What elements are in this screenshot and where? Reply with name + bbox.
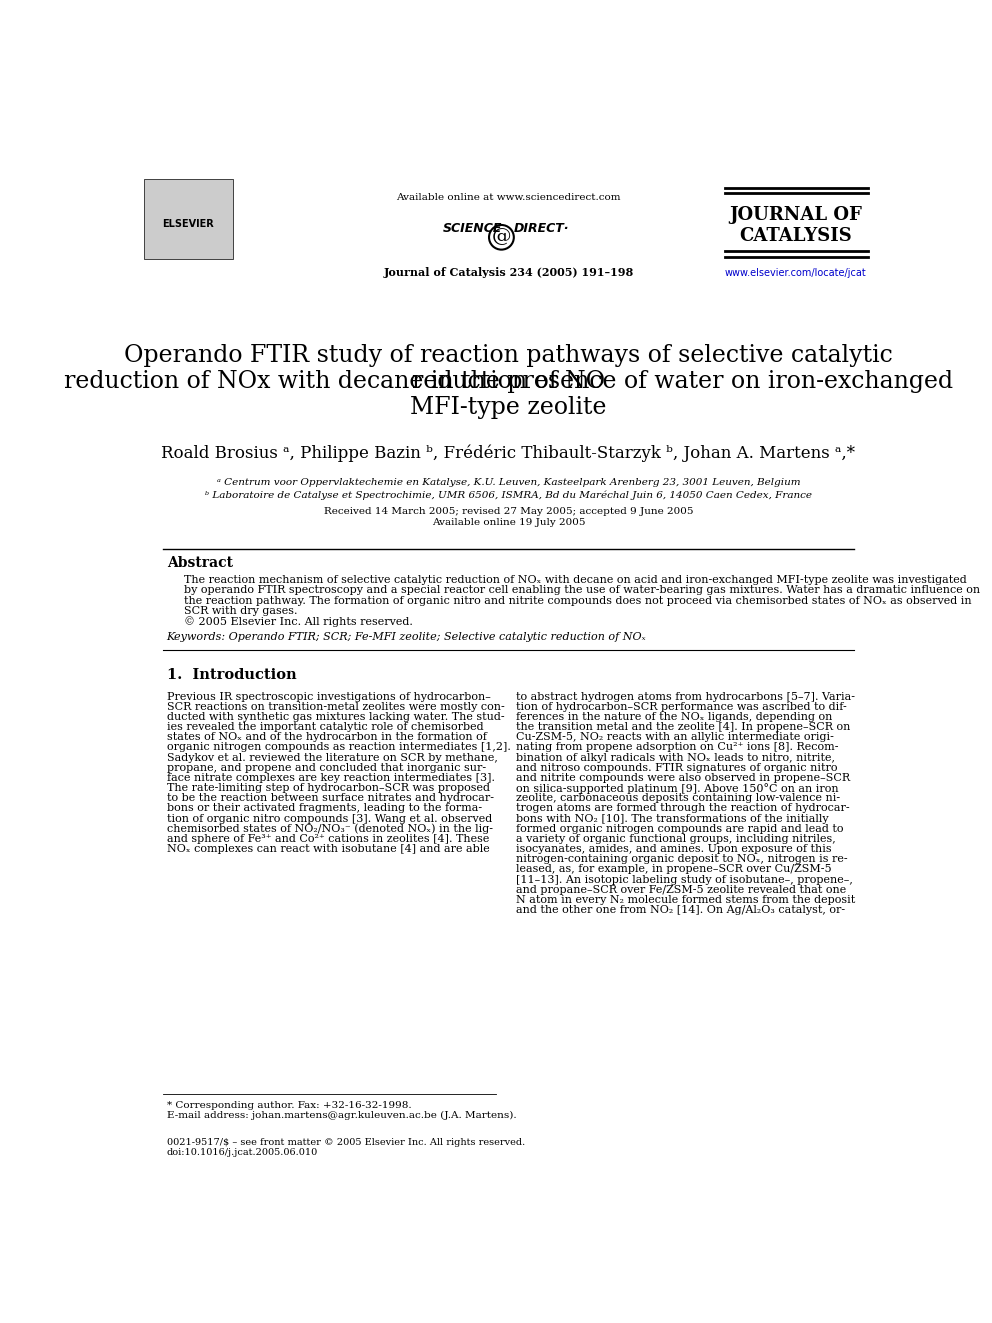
Text: E-mail address: johan.martens@agr.kuleuven.ac.be (J.A. Martens).: E-mail address: johan.martens@agr.kuleuv… xyxy=(167,1110,516,1119)
Text: nating from propene adsorption on Cu²⁺ ions [8]. Recom-: nating from propene adsorption on Cu²⁺ i… xyxy=(516,742,838,753)
Text: The rate-limiting step of hydrocarbon–SCR was proposed: The rate-limiting step of hydrocarbon–SC… xyxy=(167,783,490,792)
Text: SCIENCE: SCIENCE xyxy=(443,221,502,234)
Text: and sphere of Fe³⁺ and Co²⁺ cations in zeolites [4]. These: and sphere of Fe³⁺ and Co²⁺ cations in z… xyxy=(167,833,489,844)
Text: reduction of NOx with decane in the presence of water on iron-exchanged: reduction of NOx with decane in the pres… xyxy=(63,370,953,393)
Text: and nitrite compounds were also observed in propene–SCR: and nitrite compounds were also observed… xyxy=(516,773,850,783)
Text: ᵃ Centrum voor Oppervlaktechemie en Katalyse, K.U. Leuven, Kasteelpark Arenberg : ᵃ Centrum voor Oppervlaktechemie en Kata… xyxy=(216,478,801,487)
Text: trogen atoms are formed through the reaction of hydrocar-: trogen atoms are formed through the reac… xyxy=(516,803,850,814)
Text: nitrogen-containing organic deposit to NOₓ, nitrogen is re-: nitrogen-containing organic deposit to N… xyxy=(516,855,848,864)
Text: a variety of organic functional groups, including nitriles,: a variety of organic functional groups, … xyxy=(516,833,836,844)
Text: 1.  Introduction: 1. Introduction xyxy=(167,668,297,683)
Text: and nitroso compounds. FTIR signatures of organic nitro: and nitroso compounds. FTIR signatures o… xyxy=(516,763,837,773)
Text: the transition metal and the zeolite [4]. In propene–SCR on: the transition metal and the zeolite [4]… xyxy=(516,722,850,732)
Text: MFI-type zeolite: MFI-type zeolite xyxy=(410,396,607,419)
Text: DIRECT·: DIRECT· xyxy=(514,221,569,234)
Text: bons or their activated fragments, leading to the forma-: bons or their activated fragments, leadi… xyxy=(167,803,482,814)
Text: by operando FTIR spectroscopy and a special reactor cell enabling the use of wat: by operando FTIR spectroscopy and a spec… xyxy=(185,585,980,595)
Text: leased, as, for example, in propene–SCR over Cu/ZSM-5: leased, as, for example, in propene–SCR … xyxy=(516,864,831,875)
Text: the reaction pathway. The formation of organic nitro and nitrite compounds does : the reaction pathway. The formation of o… xyxy=(185,595,972,606)
Text: zeolite, carbonaceous deposits containing low-valence ni-: zeolite, carbonaceous deposits containin… xyxy=(516,794,840,803)
Text: N atom in every N₂ molecule formed stems from the deposit: N atom in every N₂ molecule formed stems… xyxy=(516,894,855,905)
Text: Available online 19 July 2005: Available online 19 July 2005 xyxy=(432,519,585,528)
Text: to be the reaction between surface nitrates and hydrocar-: to be the reaction between surface nitra… xyxy=(167,794,494,803)
Text: bination of alkyl radicals with NOₓ leads to nitro, nitrite,: bination of alkyl radicals with NOₓ lead… xyxy=(516,753,835,762)
Text: formed organic nitrogen compounds are rapid and lead to: formed organic nitrogen compounds are ra… xyxy=(516,824,843,833)
Text: ferences in the nature of the NOₓ ligands, depending on: ferences in the nature of the NOₓ ligand… xyxy=(516,712,832,722)
Text: Sadykov et al. reviewed the literature on SCR by methane,: Sadykov et al. reviewed the literature o… xyxy=(167,753,498,762)
Text: chemisorbed states of NO₂/NO₃⁻ (denoted NOₓ) in the lig-: chemisorbed states of NO₂/NO₃⁻ (denoted … xyxy=(167,823,493,833)
Text: ies revealed the important catalytic role of chemisorbed: ies revealed the important catalytic rol… xyxy=(167,722,483,732)
Text: organic nitrogen compounds as reaction intermediates [1,2].: organic nitrogen compounds as reaction i… xyxy=(167,742,511,753)
Text: bons with NO₂ [10]. The transformations of the initially: bons with NO₂ [10]. The transformations … xyxy=(516,814,828,824)
Text: SCR with dry gases.: SCR with dry gases. xyxy=(185,606,298,617)
Text: © 2005 Elsevier Inc. All rights reserved.: © 2005 Elsevier Inc. All rights reserved… xyxy=(185,617,414,627)
Text: face nitrate complexes are key reaction intermediates [3].: face nitrate complexes are key reaction … xyxy=(167,773,495,783)
Text: CATALYSIS: CATALYSIS xyxy=(740,226,852,245)
Text: tion of organic nitro compounds [3]. Wang et al. observed: tion of organic nitro compounds [3]. Wan… xyxy=(167,814,492,824)
Text: [11–13]. An isotopic labeling study of isobutane–, propene–,: [11–13]. An isotopic labeling study of i… xyxy=(516,875,853,885)
Text: @: @ xyxy=(492,229,511,246)
Text: Roald Brosius ᵃ, Philippe Bazin ᵇ, Frédéric Thibault-Starzyk ᵇ, Johan A. Martens: Roald Brosius ᵃ, Philippe Bazin ᵇ, Frédé… xyxy=(162,445,855,462)
Text: Cu-ZSM-5, NO₂ reacts with an allylic intermediate origi-: Cu-ZSM-5, NO₂ reacts with an allylic int… xyxy=(516,732,834,742)
Text: Previous IR spectroscopic investigations of hydrocarbon–: Previous IR spectroscopic investigations… xyxy=(167,692,490,701)
Text: Operando FTIR study of reaction pathways of selective catalytic: Operando FTIR study of reaction pathways… xyxy=(124,344,893,366)
FancyBboxPatch shape xyxy=(144,179,232,259)
Text: isocyanates, amides, and amines. Upon exposure of this: isocyanates, amides, and amines. Upon ex… xyxy=(516,844,831,855)
Text: 0021-9517/$ – see front matter © 2005 Elsevier Inc. All rights reserved.: 0021-9517/$ – see front matter © 2005 El… xyxy=(167,1138,525,1147)
Text: JOURNAL OF: JOURNAL OF xyxy=(729,206,862,224)
Text: The reaction mechanism of selective catalytic reduction of NOₓ with decane on ac: The reaction mechanism of selective cata… xyxy=(185,576,967,585)
Text: SCR reactions on transition-metal zeolites were mostly con-: SCR reactions on transition-metal zeolit… xyxy=(167,701,504,712)
Text: on silica-supported platinum [9]. Above 150°C on an iron: on silica-supported platinum [9]. Above … xyxy=(516,783,839,794)
Text: states of NOₓ and of the hydrocarbon in the formation of: states of NOₓ and of the hydrocarbon in … xyxy=(167,732,486,742)
Text: Received 14 March 2005; revised 27 May 2005; accepted 9 June 2005: Received 14 March 2005; revised 27 May 2… xyxy=(323,507,693,516)
Text: www.elsevier.com/locate/jcat: www.elsevier.com/locate/jcat xyxy=(725,267,867,278)
Text: * Corresponding author. Fax: +32-16-32-1998.: * Corresponding author. Fax: +32-16-32-1… xyxy=(167,1101,412,1110)
Text: Keywords: Operando FTIR; SCR; Fe-MFI zeolite; Selective catalytic reduction of N: Keywords: Operando FTIR; SCR; Fe-MFI zeo… xyxy=(167,631,646,642)
Text: NOₓ complexes can react with isobutane [4] and are able: NOₓ complexes can react with isobutane [… xyxy=(167,844,489,855)
Text: ᵇ Laboratoire de Catalyse et Spectrochimie, UMR 6506, ISMRA, Bd du Maréchal Juin: ᵇ Laboratoire de Catalyse et Spectrochim… xyxy=(205,491,811,500)
Text: Abstract: Abstract xyxy=(167,556,233,570)
Text: ducted with synthetic gas mixtures lacking water. The stud-: ducted with synthetic gas mixtures lacki… xyxy=(167,712,504,722)
Text: to abstract hydrogen atoms from hydrocarbons [5–7]. Varia-: to abstract hydrogen atoms from hydrocar… xyxy=(516,692,855,701)
Text: Available online at www.sciencedirect.com: Available online at www.sciencedirect.co… xyxy=(396,193,621,202)
Text: and the other one from NO₂ [14]. On Ag/Al₂O₃ catalyst, or-: and the other one from NO₂ [14]. On Ag/A… xyxy=(516,905,845,916)
Text: Journal of Catalysis 234 (2005) 191–198: Journal of Catalysis 234 (2005) 191–198 xyxy=(383,267,634,278)
Text: and propane–SCR over Fe/ZSM-5 zeolite revealed that one: and propane–SCR over Fe/ZSM-5 zeolite re… xyxy=(516,885,846,894)
Text: propane, and propene and concluded that inorganic sur-: propane, and propene and concluded that … xyxy=(167,763,486,773)
Text: ELSEVIER: ELSEVIER xyxy=(163,220,214,229)
Text: doi:10.1016/j.jcat.2005.06.010: doi:10.1016/j.jcat.2005.06.010 xyxy=(167,1148,317,1158)
Text: reduction of NO: reduction of NO xyxy=(412,370,605,393)
Text: tion of hydrocarbon–SCR performance was ascribed to dif-: tion of hydrocarbon–SCR performance was … xyxy=(516,701,847,712)
